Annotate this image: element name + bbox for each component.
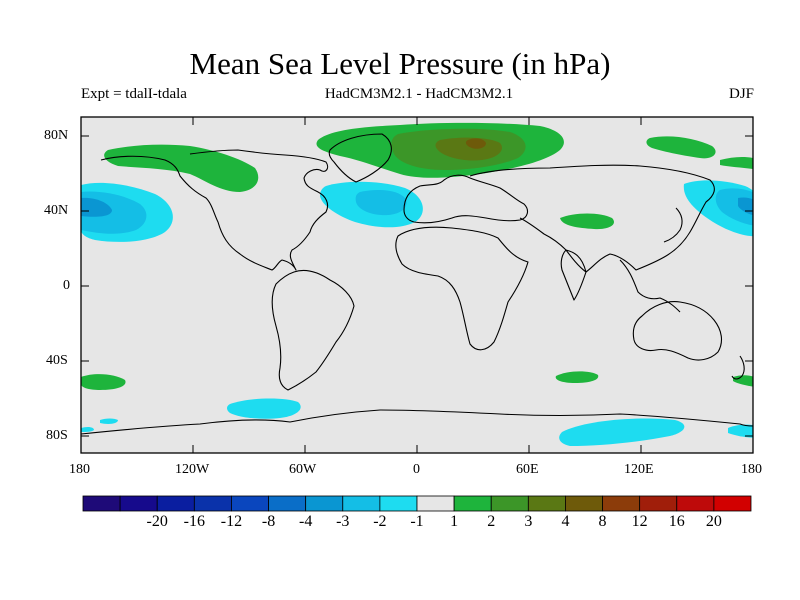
colorbar-label: 4 — [561, 513, 570, 530]
lon-label-180e: 180 — [741, 462, 762, 477]
map-title: Mean Sea Level Pressure (in hPa) — [189, 46, 611, 81]
lon-label-60w: 60W — [289, 462, 317, 477]
negative-anomaly-antarctic-east-2 — [728, 424, 753, 438]
coastline-antarctica — [81, 409, 753, 435]
colorbar-swatch — [453, 495, 492, 512]
colorbar-swatch — [119, 495, 158, 512]
colorbar-label: -16 — [183, 513, 205, 530]
latitude-ticks — [81, 135, 753, 437]
season-label: DJF — [728, 86, 754, 102]
negative-anomaly-north-atlantic-2 — [355, 190, 407, 216]
lat-label-80s: 80S — [46, 428, 68, 443]
colorbar-swatch — [676, 495, 715, 512]
positive-anomaly-asia — [560, 213, 614, 230]
colorbar-swatch — [490, 495, 529, 512]
lat-label-0: 0 — [63, 278, 70, 293]
colorbar-swatch — [379, 495, 418, 512]
negative-anomaly-southern-ocean — [227, 398, 301, 419]
colorbar-swatch — [602, 495, 641, 512]
positive-anomaly-pacific-ne — [646, 136, 716, 159]
colorbar-swatch — [527, 495, 566, 512]
colorbar-swatch — [231, 495, 269, 512]
positive-anomaly-south-pacific — [733, 375, 753, 387]
negative-anomaly-antarctic-west — [81, 426, 94, 432]
anomaly-fields — [81, 122, 753, 446]
experiment-label: Expt = tdalI-tdala — [81, 86, 187, 102]
lon-label-120w: 120W — [175, 462, 210, 477]
lat-label-40n: 40N — [44, 203, 69, 218]
lon-label-180w: 180 — [69, 462, 90, 477]
colorbar-label: -1 — [410, 513, 424, 530]
colorbar-swatch — [713, 495, 752, 512]
coastlines — [81, 133, 753, 435]
colorbar-label: -2 — [373, 513, 387, 530]
lon-label-60e: 60E — [516, 462, 539, 477]
colorbar-label: -4 — [298, 513, 313, 530]
colorbar-label: -8 — [261, 513, 276, 530]
colorbar-swatch — [639, 495, 678, 512]
colorbar-swatch — [268, 495, 307, 512]
colorbar-swatch — [156, 495, 195, 512]
lon-label-120e: 120E — [624, 462, 654, 477]
colorbar-label: 1 — [450, 513, 459, 530]
colorbar-swatch — [416, 495, 455, 512]
colorbar-label: -3 — [336, 513, 350, 530]
colorbar-swatch — [82, 495, 121, 512]
brown-anomaly-core — [465, 138, 486, 149]
coastline-southeast-asia — [619, 259, 681, 313]
model-label: HadCM3M2.1 - HadCM3M2.1 — [324, 86, 514, 102]
colorbar-swatch — [193, 495, 232, 512]
coastline-europe — [403, 174, 529, 224]
lat-label-40s: 40S — [46, 353, 68, 368]
colorbar-label: 2 — [487, 513, 496, 530]
colorbar-label: 12 — [631, 513, 648, 530]
lat-label-80n: 80N — [44, 128, 69, 143]
coastline-australia — [632, 301, 723, 361]
colorbar-label: 8 — [598, 513, 607, 530]
coastline-new-zealand — [731, 355, 745, 380]
positive-anomaly-south-indian — [555, 371, 599, 383]
colorbar-label: 16 — [668, 513, 685, 530]
coastline-south-america — [271, 269, 355, 391]
colorbar-label: -20 — [146, 513, 168, 530]
colorbar-label: -12 — [220, 513, 243, 530]
negative-anomaly-north-pacific-west-3 — [81, 197, 112, 217]
colorbar-swatch — [305, 495, 344, 512]
colorbar-swatch — [565, 495, 603, 512]
coastline-india — [560, 249, 587, 301]
coastline-japan — [663, 207, 683, 243]
positive-anomaly-pacific-nw — [720, 157, 753, 170]
colorbar-swatch — [342, 495, 381, 512]
coastline-greenland — [328, 133, 392, 183]
positive-anomaly-south-atlantic — [81, 374, 126, 390]
colorbar — [82, 495, 752, 512]
colorbar-label: 20 — [705, 513, 722, 530]
coastline-north-america — [100, 149, 329, 271]
lon-label-0: 0 — [413, 462, 420, 477]
negative-anomaly-southern-ocean-2 — [100, 418, 118, 424]
colorbar-label: 3 — [524, 513, 533, 530]
negative-anomaly-antarctic-east — [559, 418, 685, 446]
coastline-africa — [395, 226, 529, 351]
longitude-ticks — [192, 117, 642, 453]
